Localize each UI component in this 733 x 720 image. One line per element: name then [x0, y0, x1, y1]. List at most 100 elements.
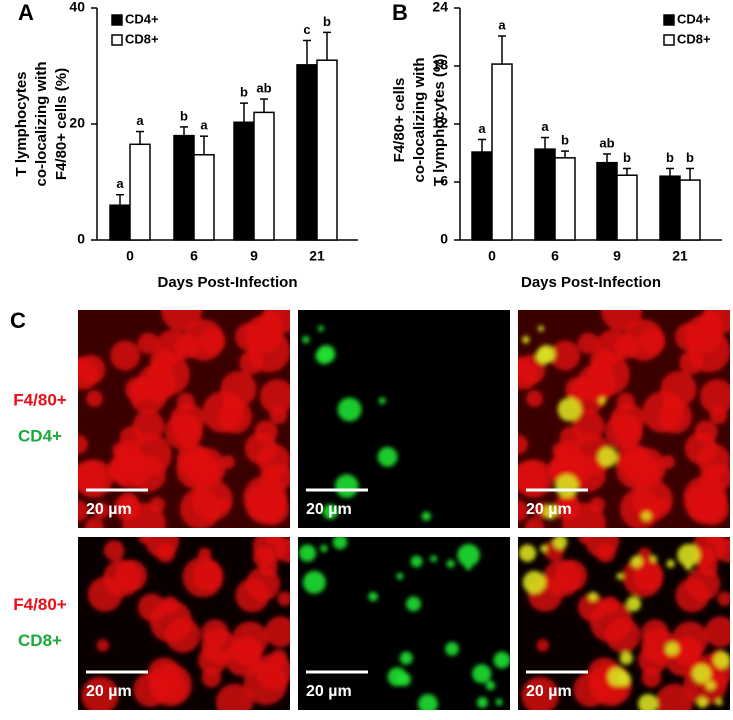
red-signal	[115, 559, 148, 592]
green-signal	[472, 664, 492, 684]
green-signal	[302, 570, 326, 594]
red-signal	[122, 502, 166, 528]
red-signal	[78, 360, 99, 390]
green-signal	[597, 446, 618, 467]
significance-letter: ab	[256, 80, 271, 95]
panel-label: A	[18, 0, 34, 25]
red-signal	[192, 560, 224, 592]
red-signal	[589, 599, 633, 643]
green-signal	[418, 694, 438, 710]
panel-label: B	[392, 0, 408, 25]
green-signal	[368, 591, 378, 602]
significance-letter: ab	[599, 135, 614, 150]
x-tick-label: 0	[126, 248, 134, 264]
legend-label: CD8+	[125, 31, 159, 46]
red-signal	[259, 379, 290, 414]
image-bg	[298, 310, 510, 528]
red-signal	[222, 412, 236, 426]
legend-swatch	[111, 34, 123, 46]
x-axis-label: Days Post-Infection	[157, 274, 297, 291]
signal	[81, 537, 290, 710]
green-signal	[464, 563, 472, 571]
red-signal	[96, 639, 110, 652]
signal	[518, 537, 730, 710]
red-signal	[550, 340, 581, 371]
red-signal	[137, 332, 160, 355]
green-signal	[588, 591, 598, 602]
bar	[129, 143, 151, 241]
x-tick-label: 9	[250, 248, 258, 264]
y-tick-label: 18	[432, 57, 448, 73]
significance-letter: c	[303, 22, 310, 37]
red-signal	[78, 434, 89, 455]
y-axis-label: co-localizing with	[33, 61, 50, 186]
red-signal	[655, 683, 694, 710]
green-signal	[317, 325, 325, 332]
red-signal	[536, 639, 550, 652]
bar	[554, 157, 576, 241]
red-signal	[252, 537, 288, 564]
green-signal	[493, 651, 510, 669]
red-signal	[524, 517, 545, 528]
red-signal	[518, 360, 539, 390]
scale-bar-label: 20 µm	[306, 683, 352, 700]
red-signal	[270, 649, 288, 667]
red-signal	[198, 645, 228, 675]
green-signal	[638, 694, 658, 710]
y-axis-label: F4/80+ cells	[391, 78, 408, 163]
red-signal	[695, 491, 729, 526]
red-signal	[662, 412, 676, 426]
red-signal	[267, 464, 290, 490]
green-signal	[537, 325, 545, 332]
red-signal	[103, 540, 125, 561]
red-signal	[526, 390, 543, 408]
y-tick-label: 6	[440, 173, 448, 189]
red-signal	[225, 640, 261, 677]
green-signal	[555, 474, 579, 498]
x-tick-label: 6	[190, 248, 198, 264]
green-signal	[607, 667, 627, 687]
red-signal	[156, 329, 190, 363]
x-tick-label: 21	[309, 248, 325, 264]
red-signal	[197, 547, 212, 562]
scale-bar-label: 20 µm	[526, 683, 572, 700]
y-tick-label: 0	[77, 231, 85, 247]
y-axis-label: T lymphocytes (%)	[431, 54, 448, 187]
green-signal	[616, 572, 624, 580]
bar	[659, 175, 681, 241]
bar	[679, 179, 701, 241]
row-label: F4/80+	[13, 390, 66, 409]
red-signal	[699, 379, 730, 414]
red-signal	[185, 447, 226, 489]
red-signal	[84, 517, 105, 528]
micrograph: 20 µm	[298, 310, 510, 528]
red-signal	[191, 479, 233, 521]
x-tick-label: 0	[488, 248, 496, 264]
green-signal	[540, 544, 548, 553]
bar	[253, 111, 275, 241]
red-signal	[247, 329, 290, 373]
green-signal	[399, 651, 413, 665]
red-signal	[182, 319, 225, 361]
red-signal	[631, 479, 673, 521]
red-signal	[518, 434, 529, 455]
bar	[316, 59, 338, 241]
significance-letter: a	[200, 118, 208, 133]
green-signal	[641, 511, 651, 521]
signal	[298, 537, 510, 710]
red-signal	[254, 420, 278, 444]
red-signal	[675, 578, 710, 613]
bar	[471, 151, 493, 241]
y-axis-label: T lymphocytes	[13, 71, 30, 176]
micrograph: 20 µm	[518, 310, 730, 528]
red-signal	[255, 491, 289, 526]
green-signal	[476, 696, 488, 708]
red-signal	[149, 599, 193, 643]
red-signal	[585, 537, 620, 558]
red-signal	[269, 406, 288, 425]
significance-letter: b	[666, 150, 674, 165]
green-signal	[535, 347, 553, 365]
green-signal	[650, 555, 658, 563]
green-signal	[298, 544, 317, 562]
micrograph: 20 µm	[298, 537, 510, 710]
